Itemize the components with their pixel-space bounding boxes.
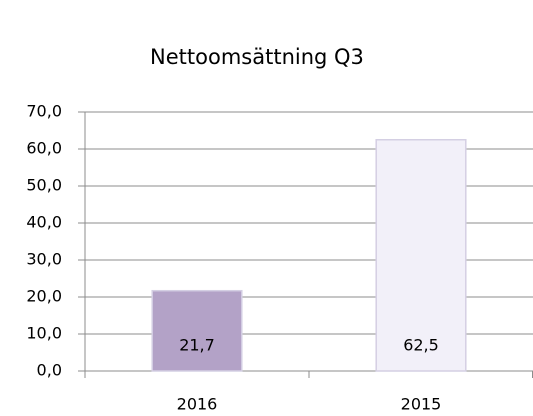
bar bbox=[375, 139, 467, 372]
x-tick-label: 2016 bbox=[177, 395, 218, 414]
value-label: 62,5 bbox=[403, 336, 439, 355]
y-tick-label: 60,0 bbox=[26, 139, 62, 158]
y-tick-label: 40,0 bbox=[26, 213, 62, 232]
bar bbox=[151, 289, 243, 372]
value-label: 21,7 bbox=[179, 336, 215, 355]
y-tick-label: 50,0 bbox=[26, 176, 62, 195]
y-tick-label: 20,0 bbox=[26, 287, 62, 306]
y-tick-label: 0,0 bbox=[37, 361, 62, 380]
chart-title: Nettoomsättning Q3 bbox=[150, 45, 364, 69]
x-tick-label: 2015 bbox=[401, 395, 442, 414]
y-tick-label: 30,0 bbox=[26, 250, 62, 269]
y-tick-label: 10,0 bbox=[26, 324, 62, 343]
y-tick-label: 70,0 bbox=[26, 102, 62, 121]
